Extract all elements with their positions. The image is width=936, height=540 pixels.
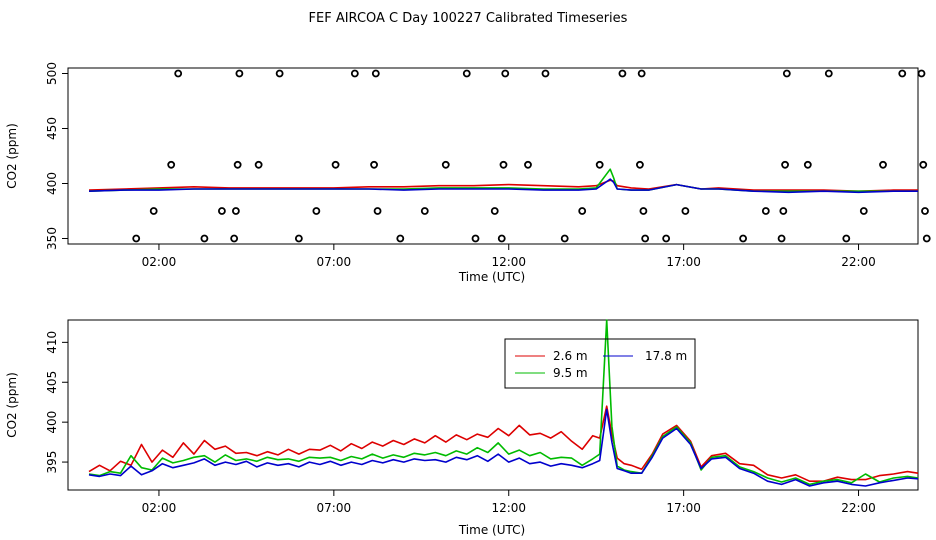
data-point <box>254 160 263 169</box>
data-point <box>174 69 183 78</box>
data-point <box>501 69 510 78</box>
series-line-red <box>88 179 918 192</box>
x-tick-label: 17:00 <box>666 501 701 515</box>
data-point <box>218 207 226 215</box>
data-point <box>595 160 604 169</box>
data-point <box>842 234 851 243</box>
data-point <box>641 234 650 243</box>
legend-label-9-5m: 9.5 m <box>553 366 588 380</box>
y-tick-label: 400 <box>45 411 59 434</box>
data-point <box>235 69 244 78</box>
data-point <box>275 69 284 78</box>
y-tick-label: 405 <box>45 371 59 394</box>
data-point <box>919 160 928 169</box>
data-point <box>462 69 471 78</box>
y-tick-label: 395 <box>45 451 59 474</box>
y-tick-label: 400 <box>45 172 59 195</box>
top-plot-frame <box>67 67 919 245</box>
data-point <box>312 207 321 215</box>
x-tick-label: 17:00 <box>666 255 701 269</box>
chart-title: FEF AIRCOA C Day 100227 Calibrated Times… <box>309 11 628 26</box>
legend-label-17-8m: 17.8 m <box>645 349 687 363</box>
data-point <box>781 160 789 169</box>
data-point <box>167 160 176 169</box>
x-tick-label: 22:00 <box>841 255 876 269</box>
data-point <box>490 207 499 215</box>
top-x-axis-label: Time (UTC) <box>458 270 525 284</box>
data-point <box>739 234 748 243</box>
x-tick-label: 07:00 <box>317 255 352 269</box>
data-point <box>761 207 770 215</box>
y-tick-label: 350 <box>45 227 59 250</box>
top-y-axis-label: CO2 (ppm) <box>5 123 19 189</box>
data-point <box>373 207 382 215</box>
data-point <box>803 160 812 169</box>
data-point <box>777 234 786 243</box>
data-point <box>662 234 671 243</box>
x-tick-label: 02:00 <box>142 255 177 269</box>
data-point <box>879 160 887 169</box>
bottom-x-axis-label: Time (UTC) <box>458 523 525 537</box>
data-point <box>681 207 690 215</box>
data-point <box>230 234 239 243</box>
data-point <box>524 160 532 169</box>
data-point <box>420 207 429 215</box>
data-point <box>541 69 550 78</box>
data-point <box>371 69 380 78</box>
data-point <box>917 69 926 78</box>
bottom-y-axis-label: CO2 (ppm) <box>5 372 19 438</box>
data-point <box>782 69 791 78</box>
legend-box <box>504 338 696 389</box>
y-tick-label: 410 <box>45 331 59 354</box>
data-point <box>132 234 141 243</box>
data-point <box>396 234 405 243</box>
data-point <box>618 69 627 78</box>
x-tick-label: 22:00 <box>841 501 876 515</box>
data-point <box>441 160 450 169</box>
data-point <box>370 160 378 169</box>
series-line-blue <box>88 408 919 487</box>
data-point <box>149 207 158 215</box>
x-tick-label: 12:00 <box>491 255 526 269</box>
series-line-red <box>88 405 919 483</box>
data-point <box>922 234 931 243</box>
data-point <box>859 207 868 215</box>
top-panel: 350 400 450 500 02:00 07:00 12:00 17:00 22:00 T… <box>5 62 931 284</box>
data-point <box>233 160 242 169</box>
y-tick-label: 500 <box>45 62 59 85</box>
x-tick-label: 12:00 <box>491 501 526 515</box>
data-point <box>471 234 480 243</box>
series-line-blue <box>88 178 918 194</box>
data-point <box>499 160 508 169</box>
bottom-panel: 395 400 405 410 02:00 07:00 12:00 17:00 22:00 T… <box>5 319 919 537</box>
data-point <box>497 234 506 243</box>
x-tick-label: 02:00 <box>142 501 177 515</box>
legend: 2.6 m 9.5 m 17.8 m <box>504 338 696 389</box>
data-point <box>898 69 907 78</box>
data-point <box>637 69 646 78</box>
data-point <box>639 207 648 215</box>
legend-label-2-6m: 2.6 m <box>553 349 588 363</box>
series-line-green <box>88 319 919 486</box>
bottom-plot-frame <box>67 319 919 491</box>
y-tick-label: 450 <box>45 117 59 140</box>
x-tick-label: 07:00 <box>317 501 352 515</box>
data-point <box>232 207 240 215</box>
data-point <box>636 160 644 169</box>
data-point <box>560 234 569 243</box>
data-point <box>824 69 833 78</box>
data-point <box>921 207 929 215</box>
data-point <box>294 234 303 243</box>
data-point <box>779 207 788 215</box>
data-point <box>200 234 209 243</box>
data-point <box>578 207 587 215</box>
data-point <box>331 160 340 169</box>
data-point <box>350 69 359 78</box>
